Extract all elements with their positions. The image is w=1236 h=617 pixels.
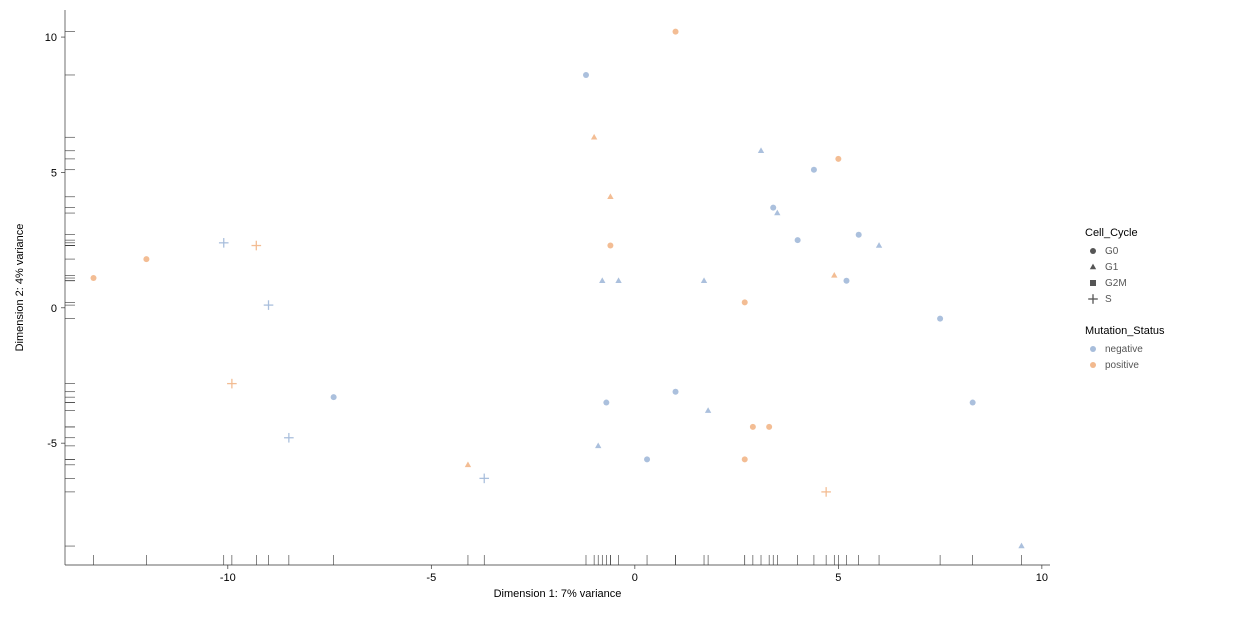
data-point: [701, 277, 707, 283]
plot-svg: -10 -5 0 5 10 -5 0 5 10 Dimension 1: 7% varianc…: [0, 0, 1236, 617]
legend-shape-label: G2M: [1105, 278, 1127, 289]
data-point: [615, 277, 621, 283]
x-tick-label: 10: [1036, 572, 1048, 584]
legend-shape-swatch: [1085, 277, 1101, 289]
data-point: [603, 400, 609, 406]
x-tick-label: 0: [632, 572, 638, 584]
legend-shape-item: G2M: [1085, 275, 1138, 291]
data-point: [811, 167, 817, 173]
data-point: [770, 205, 776, 211]
data-point: [219, 238, 229, 248]
legend-shape-swatch: [1085, 245, 1101, 257]
legend-shape-swatch: [1085, 293, 1101, 305]
legend-color-label: positive: [1105, 360, 1139, 371]
data-point: [599, 277, 605, 283]
data-point: [607, 243, 613, 249]
data-point: [831, 272, 837, 278]
data-point: [742, 456, 748, 462]
data-point: [252, 241, 262, 251]
data-point: [479, 474, 489, 484]
data-point: [766, 424, 772, 430]
data-point: [937, 316, 943, 322]
data-point: [465, 461, 471, 467]
data-point: [90, 275, 96, 281]
data-point: [143, 256, 149, 262]
y-tick-label: -5: [47, 438, 57, 450]
data-point: [795, 237, 801, 243]
scatter-chart: -10 -5 0 5 10 -5 0 5 10 Dimension 1: 7% varianc…: [0, 0, 1236, 617]
data-point: [876, 242, 882, 248]
data-point: [856, 232, 862, 238]
legend-shape-label: G1: [1105, 262, 1118, 273]
data-point: [970, 400, 976, 406]
data-point: [227, 379, 237, 389]
legend-shape-item: S: [1085, 291, 1138, 307]
data-point: [591, 134, 597, 140]
legend-color-item: positive: [1085, 357, 1165, 373]
legend-shape-item: G1: [1085, 259, 1138, 275]
legend-color: Mutation_Status negative positive: [1085, 325, 1165, 373]
data-point: [673, 29, 679, 35]
legend-color-title: Mutation_Status: [1085, 325, 1165, 337]
data-point: [774, 210, 780, 216]
data-point: [607, 193, 613, 199]
legend-shape-label: S: [1105, 294, 1112, 305]
data-point: [595, 443, 601, 449]
data-point: [583, 72, 589, 78]
data-point: [821, 487, 831, 497]
legend-shape: Cell_Cycle G0 G1 G2M S: [1085, 227, 1138, 307]
y-tick-label: 0: [51, 303, 57, 315]
data-point: [331, 394, 337, 400]
data-point: [264, 300, 274, 310]
x-axis-label: Dimension 1: 7% variance: [494, 588, 622, 600]
legend-color-swatch: [1085, 343, 1101, 355]
data-point: [758, 147, 764, 153]
data-point: [843, 278, 849, 284]
data-point: [742, 299, 748, 305]
legend-color-swatch: [1085, 359, 1101, 371]
data-point: [835, 156, 841, 162]
data-point: [644, 456, 650, 462]
y-axis-label: Dimension 2: 4% variance: [14, 224, 26, 352]
legend-shape-label: G0: [1105, 246, 1118, 257]
legend-color-label: negative: [1105, 344, 1143, 355]
legend-color-item: negative: [1085, 341, 1165, 357]
x-tick-label: 5: [835, 572, 841, 584]
legend-shape-swatch: [1085, 261, 1101, 273]
x-tick-label: -10: [220, 572, 236, 584]
data-point: [284, 433, 294, 443]
legend-shape-title: Cell_Cycle: [1085, 227, 1138, 239]
data-point: [673, 389, 679, 395]
data-point: [750, 424, 756, 430]
data-point: [705, 407, 711, 413]
y-tick-label: 5: [51, 167, 57, 179]
y-tick-label: 10: [45, 32, 57, 44]
x-tick-label: -5: [426, 572, 436, 584]
legend-shape-item: G0: [1085, 243, 1138, 259]
data-point: [1018, 543, 1024, 549]
